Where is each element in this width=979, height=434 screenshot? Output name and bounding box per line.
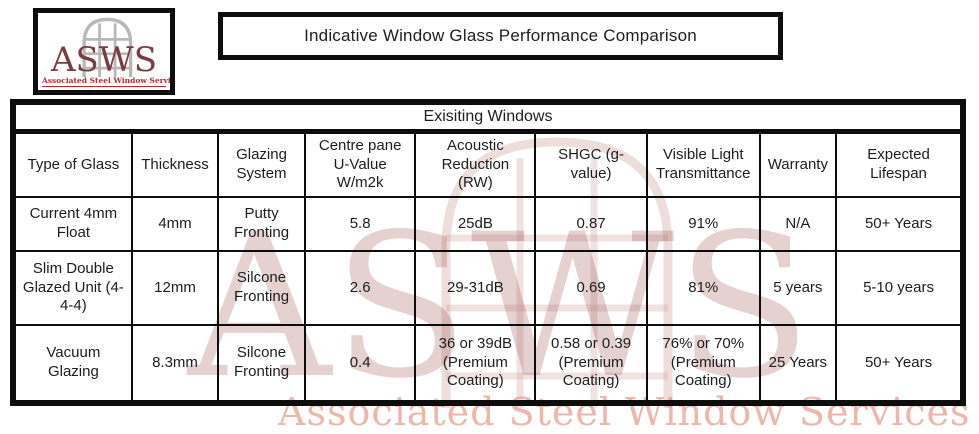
cell-glazing-system: Silcone Fronting — [217, 324, 306, 404]
col-header-visible-light: Visible Light Transmittance — [645, 130, 761, 198]
cell-warranty: 25 Years — [758, 324, 838, 404]
page-title: Indicative Window Glass Performance Comp… — [304, 26, 697, 45]
cell-acoustic: 29-31dB — [414, 250, 537, 326]
col-header-shgc: SHGC (g-value) — [534, 130, 648, 198]
col-header-acoustic-reduction: Acoustic Reduction (RW) — [414, 130, 537, 198]
table-row: Slim Double Glazed Unit (4-4-4) 12mm Sil… — [12, 250, 964, 326]
cell-u-value: 2.6 — [303, 250, 417, 326]
cell-thickness: 12mm — [130, 250, 220, 326]
cell-shgc: 0.87 — [534, 196, 648, 252]
logo-subtext: Associated Steel Window Services — [42, 76, 170, 87]
col-header-u-value: Centre pane U-Value W/m2k — [303, 130, 417, 198]
cell-lifespan: 50+ Years — [835, 324, 964, 404]
logo-text: ASWS — [50, 40, 158, 80]
col-header-thickness: Thickness — [130, 130, 220, 198]
cell-glass-type: Vacuum Glazing — [12, 324, 133, 404]
cell-vlt: 76% or 70% (Premium Coating) — [645, 324, 761, 404]
cell-vlt: 81% — [645, 250, 761, 326]
asws-logo: ASWS Associated Steel Window Services — [33, 8, 175, 95]
cell-u-value: 5.8 — [303, 196, 417, 252]
cell-warranty: 5 years — [758, 250, 838, 326]
cell-glass-type: Slim Double Glazed Unit (4-4-4) — [12, 250, 133, 326]
col-header-warranty: Warranty — [758, 130, 838, 198]
cell-vlt: 91% — [645, 196, 761, 252]
table-merged-header: Exisiting Windows — [12, 101, 964, 134]
col-header-glazing-system: Glazing System — [217, 130, 306, 198]
cell-glazing-system: Putty Fronting — [217, 196, 306, 252]
cell-lifespan: 50+ Years — [835, 196, 964, 252]
table-row: Vacuum Glazing 8.3mm Silcone Fronting 0.… — [12, 324, 964, 404]
cell-glazing-system: Silcone Fronting — [217, 250, 306, 326]
cell-lifespan: 5-10 years — [835, 250, 964, 326]
col-header-type-of-glass: Type of Glass — [12, 130, 133, 198]
comparison-table: Exisiting Windows Type of Glass Thicknes… — [10, 99, 966, 406]
cell-u-value: 0.4 — [303, 324, 417, 404]
table-header-row: Type of Glass Thickness Glazing System C… — [12, 130, 964, 198]
cell-acoustic: 36 or 39dB (Premium Coating) — [414, 324, 537, 404]
cell-acoustic: 25dB — [414, 196, 537, 252]
cell-warranty: N/A — [758, 196, 838, 252]
cell-shgc: 0.69 — [534, 250, 648, 326]
table-row: Current 4mm Float 4mm Putty Fronting 5.8… — [12, 196, 964, 252]
cell-thickness: 4mm — [130, 196, 220, 252]
cell-shgc: 0.58 or 0.39 (Premium Coating) — [534, 324, 648, 404]
cell-glass-type: Current 4mm Float — [12, 196, 133, 252]
table-row: Exisiting Windows — [12, 101, 964, 134]
col-header-expected-lifespan: Expected Lifespan — [835, 130, 964, 198]
logo-window-arch-icon — [82, 17, 133, 77]
cell-thickness: 8.3mm — [130, 324, 220, 404]
title-box: Indicative Window Glass Performance Comp… — [218, 12, 783, 60]
